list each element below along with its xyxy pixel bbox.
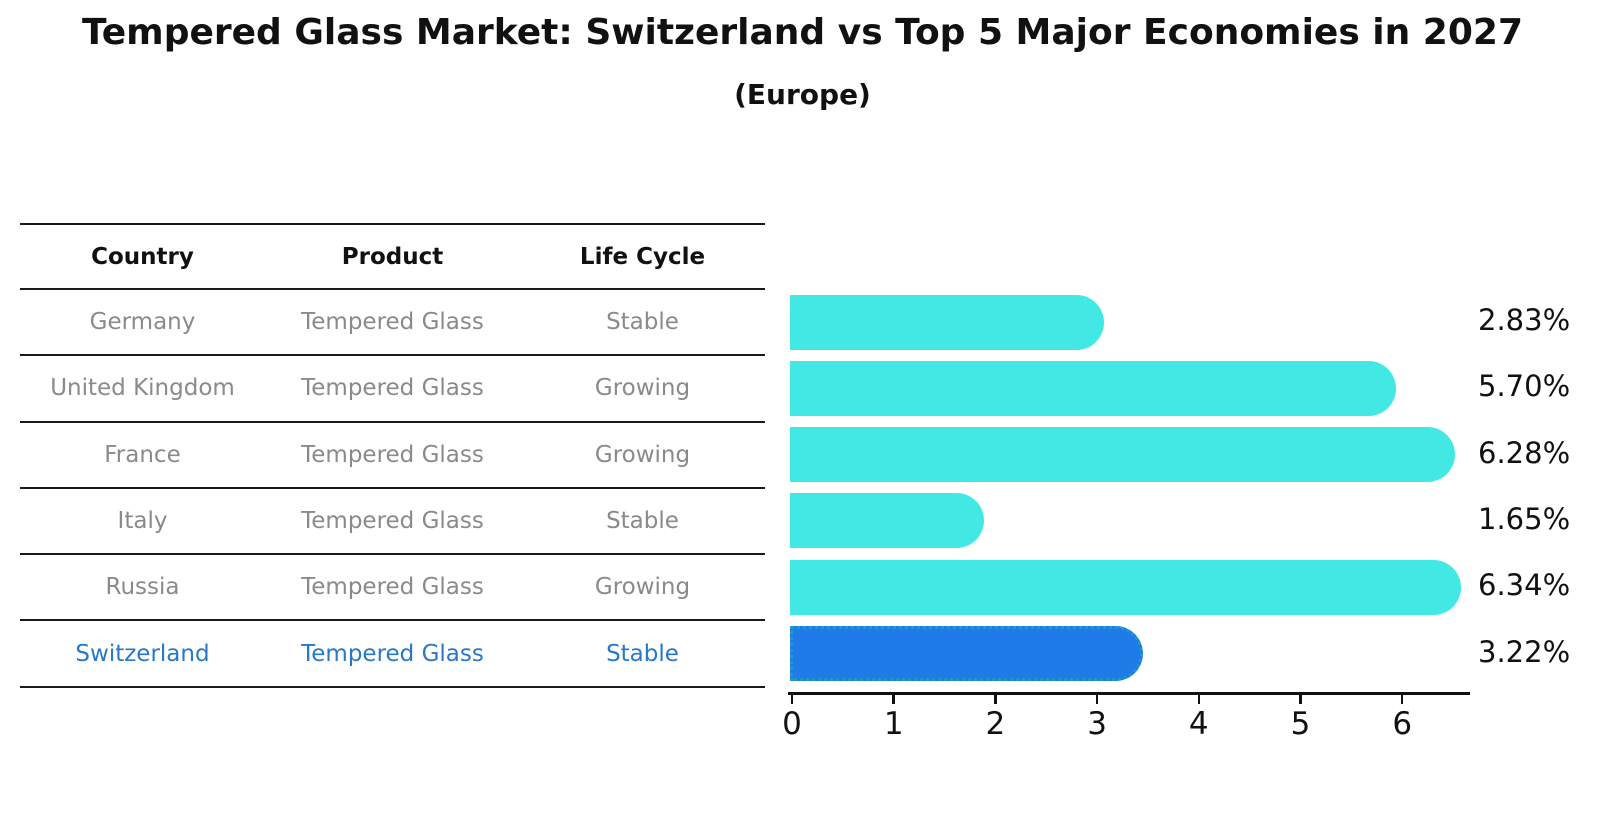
table-row: Switzerland Tempered Glass Stable [20,621,765,688]
x-tick-mark [892,695,895,704]
table-row: Russia Tempered Glass Growing [20,555,765,622]
cell-life-cycle: Stable [606,508,679,535]
x-tick-mark [1400,695,1404,704]
country-table: Country Product Life Cycle Germany Tempered… [20,223,765,688]
x-tick-label: 4 [1188,706,1209,742]
x-tick-label: 5 [1290,706,1311,742]
cell-life-cycle: Stable [606,640,679,667]
cell-country: Italy [117,508,168,535]
table-row: Italy Tempered Glass Stable [20,489,765,556]
cell-life-cycle: Growing [594,375,691,402]
x-tick-mark [790,695,794,704]
bar-united-kingdom [790,360,1396,416]
x-tick-label: 3 [1087,706,1107,742]
chart-title: Tempered Glass Market: Switzerland vs To… [81,12,1523,53]
x-tick-mark [994,695,997,704]
cell-country: Germany [89,309,196,336]
value-label: 5.70% [1478,369,1571,404]
bar-italy [790,493,984,549]
bar-switzerland [790,626,1144,681]
value-label: 2.83% [1478,303,1571,337]
chart-subtitle: (Europe) [734,78,871,111]
x-tick-mark [1197,695,1201,704]
cell-life-cycle: Growing [594,441,691,468]
column-header-product: Product [341,243,444,270]
cell-product: Tempered Glass [301,441,484,468]
bar-russia [790,559,1461,615]
table-row: France Tempered Glass Growing [20,423,765,489]
x-tick-mark [1299,695,1302,704]
bar-france [790,427,1455,483]
x-tick-label: 6 [1392,706,1413,742]
value-label: 1.65% [1478,501,1571,536]
table-row: United Kingdom Tempered Glass Growing [20,356,765,423]
cell-country: Russia [105,574,180,601]
value-label: 6.34% [1478,568,1571,603]
bar-germany [790,294,1104,350]
cell-product: Tempered Glass [301,508,484,535]
column-header-life-cycle: Life Cycle [579,243,706,270]
table-row: Germany Tempered Glass Stable [20,290,765,357]
x-tick-label: 1 [883,706,904,742]
x-tick-label: 2 [985,706,1006,742]
cell-life-cycle: Growing [594,574,691,601]
cell-life-cycle: Stable [606,309,679,336]
cell-country: United Kingdom [50,375,235,402]
value-label: 6.28% [1478,435,1571,470]
table-header-row: Country Product Life Cycle [20,225,765,290]
column-header-country: Country [91,243,194,270]
value-label: 3.22% [1478,634,1571,669]
cell-country: France [104,441,181,468]
cell-product: Tempered Glass [301,375,484,402]
cell-product: Tempered Glass [301,640,484,667]
cell-country: Switzerland [75,640,210,667]
cell-product: Tempered Glass [301,309,484,336]
x-tick-label: 0 [782,706,802,742]
x-tick-mark [1095,695,1099,704]
x-axis-line [788,692,1470,695]
cell-product: Tempered Glass [301,574,484,601]
